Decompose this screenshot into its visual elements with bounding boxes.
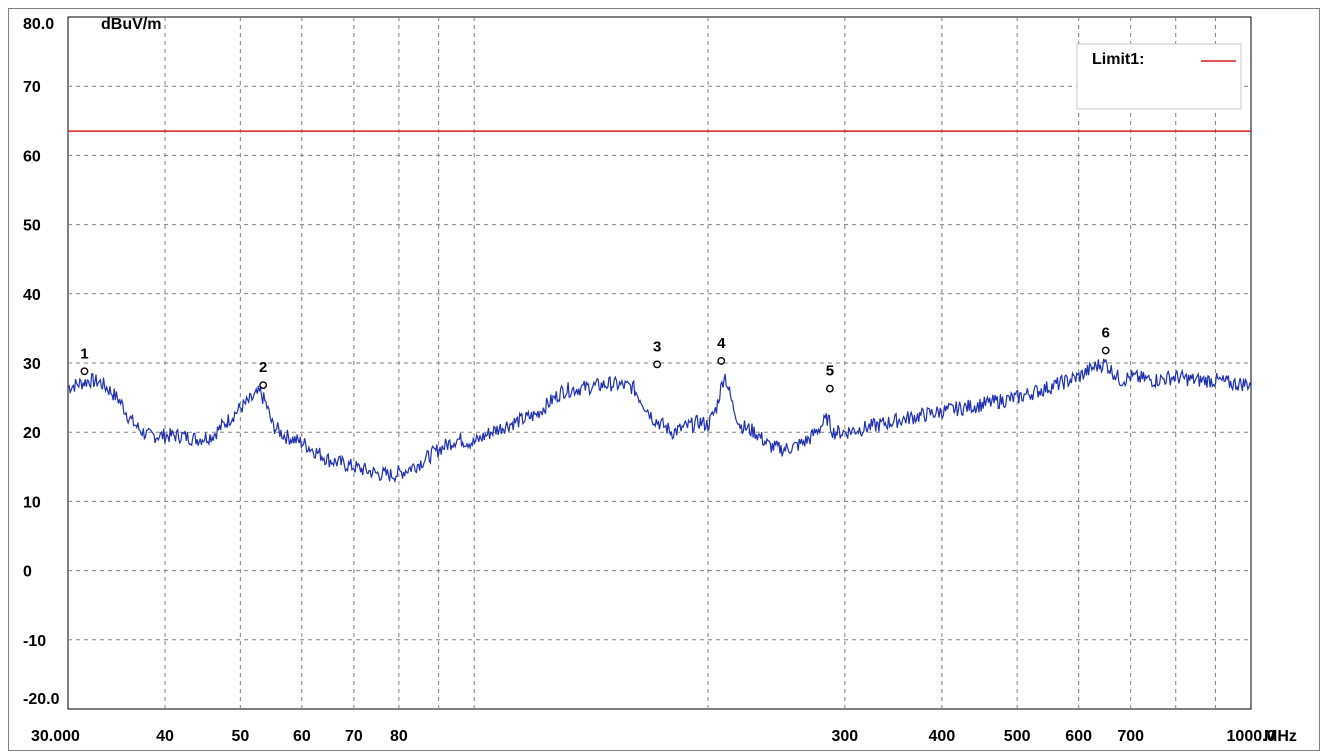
x-tick-label: 80: [390, 728, 408, 745]
x-tick-label: 30.000: [31, 728, 80, 745]
peak-marker-point: [80, 367, 89, 376]
y-tick-label: 20: [23, 425, 41, 442]
legend-label: Limit1:: [1092, 51, 1144, 68]
x-tick-label: 50: [231, 728, 249, 745]
x-tick-label: 1000.0: [1227, 728, 1276, 745]
x-tick-label: 60: [293, 728, 311, 745]
peak-marker-label: 4: [717, 335, 726, 352]
x-tick-label: 40: [156, 728, 174, 745]
y-tick-labels: 80.0 70 60 50 40 30 20 10 0 -10 -20.0: [23, 16, 60, 708]
peak-marker-label: 3: [653, 338, 661, 355]
y-tick-label: 10: [23, 494, 41, 511]
x-tick-labels: 30.000 40 50 60 70 80 300 400 500 600 700 1000.0: [31, 728, 1276, 745]
y-tick-label: 60: [23, 148, 41, 165]
peak-marker-point: [825, 384, 834, 393]
chart-frame: 1 2 3 4 5 6 80.0 70 60 50 40 30 20 10 0 -10 -20.0 30.00…: [8, 8, 1320, 751]
x-unit-label: MHz: [1264, 728, 1297, 745]
x-tick-label: 600: [1065, 728, 1092, 745]
peak-markers: 1 2 3 4 5 6: [80, 325, 1110, 393]
y-tick-label: -20.0: [23, 691, 60, 708]
measurement-trace: [67, 358, 1252, 484]
emission-chart: 1 2 3 4 5 6 80.0 70 60 50 40 30 20 10 0 -10 -20.0 30.00…: [23, 16, 1297, 745]
y-unit-label: dBuV/m: [101, 16, 161, 33]
peak-marker-point: [653, 360, 662, 369]
y-tick-label: 70: [23, 79, 41, 96]
x-tick-label: 500: [1004, 728, 1031, 745]
peak-marker-point: [717, 357, 726, 365]
y-tick-label: -10: [23, 633, 46, 650]
peak-marker-label: 6: [1101, 325, 1109, 342]
x-tick-label: 300: [831, 728, 858, 745]
x-tick-label: 400: [929, 728, 956, 745]
x-tick-label: 700: [1117, 728, 1144, 745]
trace-group: [67, 358, 1252, 484]
y-tick-label: 0: [23, 564, 32, 581]
grid-lines: [68, 17, 1251, 709]
y-tick-label: 80.0: [23, 16, 54, 33]
y-tick-label: 50: [23, 218, 41, 235]
legend-box: Limit1:: [1076, 43, 1242, 110]
peak-marker-label: 1: [80, 345, 88, 362]
x-tick-label: 70: [345, 728, 363, 745]
y-tick-label: 40: [23, 287, 41, 304]
peak-marker-point: [259, 381, 268, 390]
peak-marker-label: 5: [826, 363, 834, 380]
peak-marker-label: 2: [259, 359, 267, 376]
y-tick-label: 30: [23, 356, 41, 373]
peak-marker-point: [1101, 346, 1110, 355]
